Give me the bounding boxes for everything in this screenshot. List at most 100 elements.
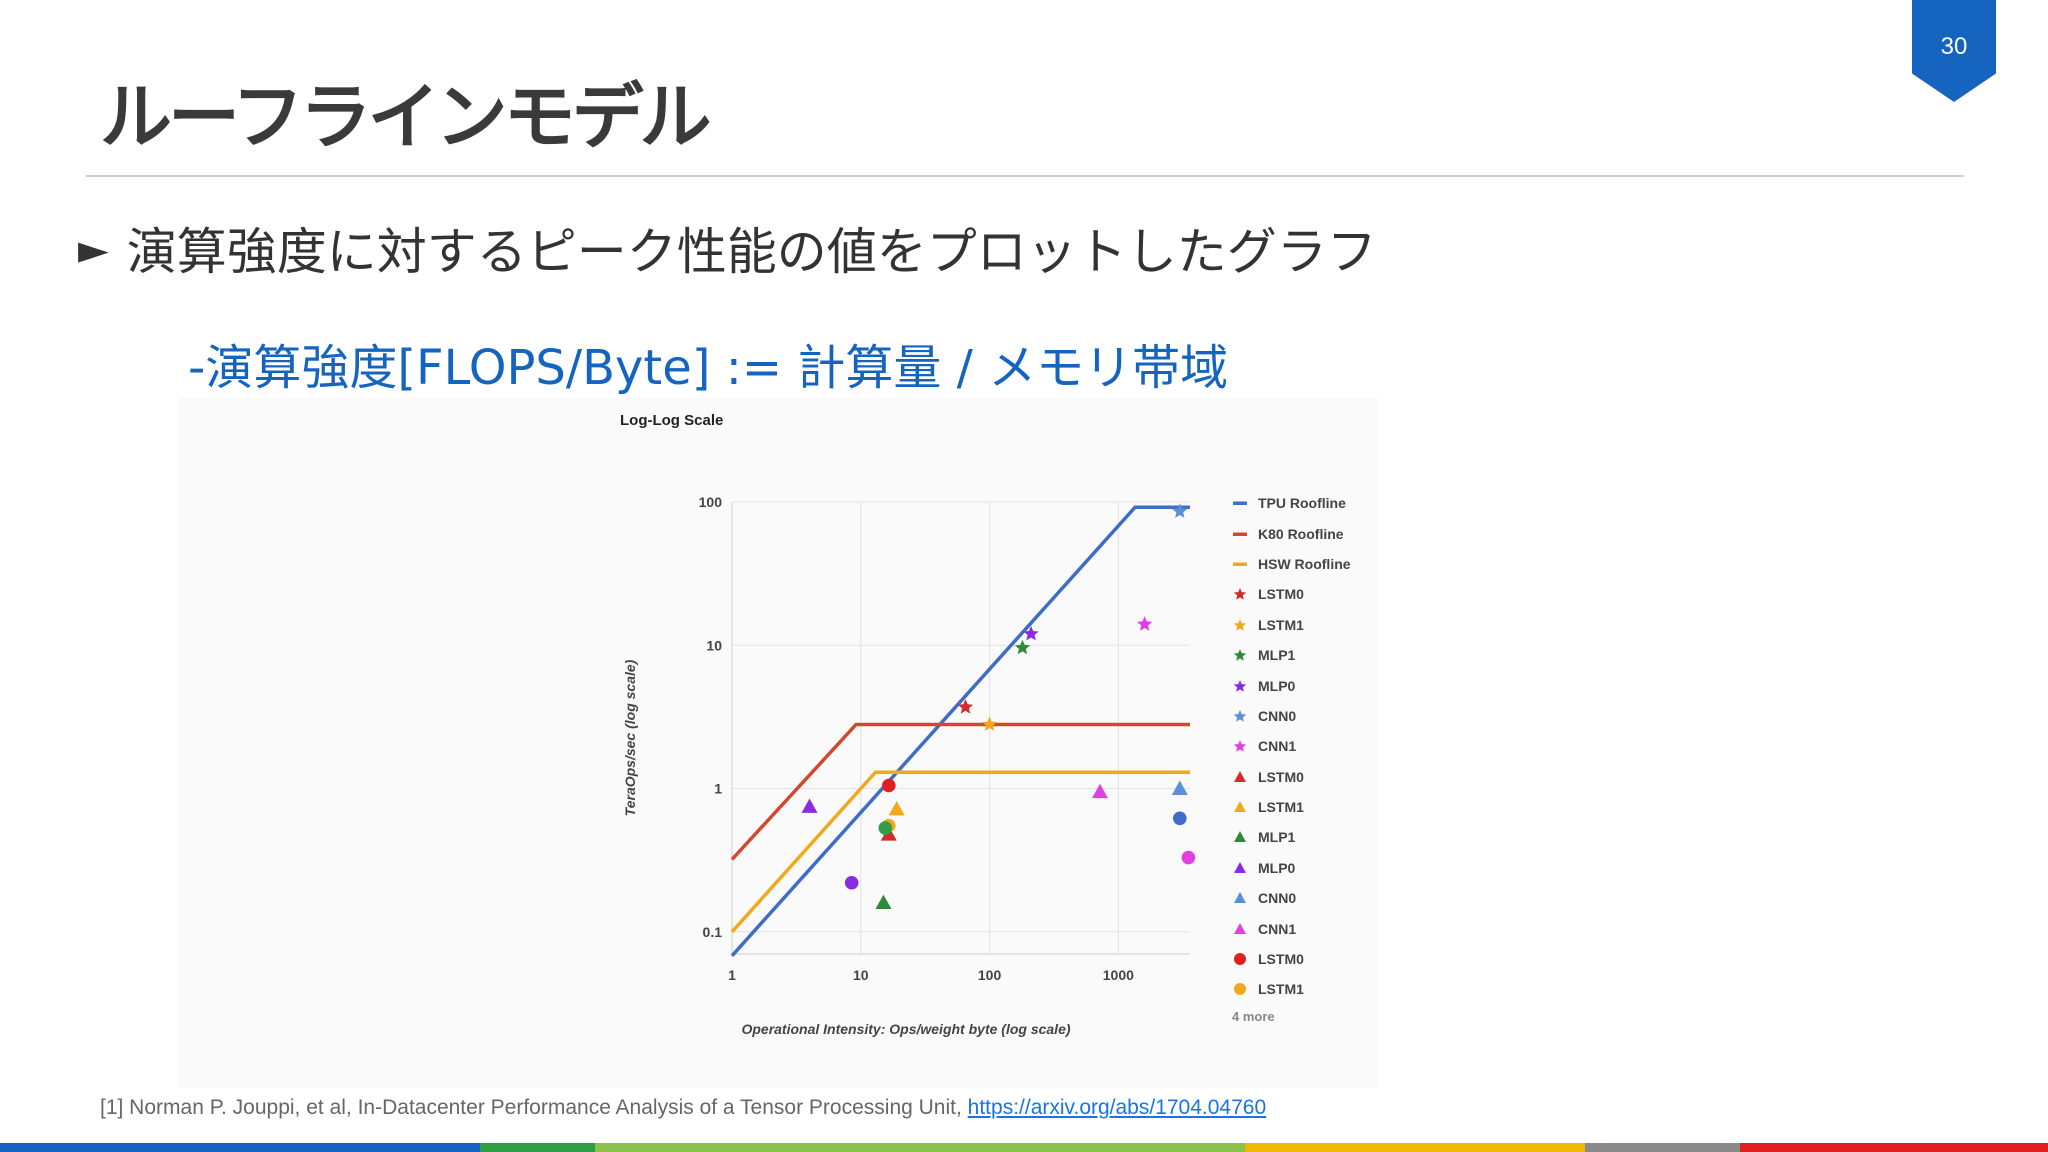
- data-point-cnn0-triangle: [1172, 781, 1188, 795]
- legend-line-icon: [1232, 495, 1248, 511]
- legend-label: MLP1: [1258, 829, 1295, 845]
- legend-triangle-icon: [1232, 799, 1248, 815]
- chart-title: Log-Log Scale: [620, 412, 723, 429]
- x-tick-label: 1000: [1103, 967, 1134, 983]
- legend-item: LSTM0: [1232, 944, 1392, 974]
- legend-item: CNN1: [1232, 913, 1392, 943]
- legend-label: LSTM1: [1258, 617, 1304, 633]
- legend-triangle-icon: [1232, 860, 1248, 876]
- footer-color-segment: [595, 1143, 1245, 1152]
- dash-bullet-icon: -: [188, 340, 205, 396]
- legend-label: CNN1: [1258, 921, 1296, 937]
- legend-label: LSTM0: [1258, 951, 1304, 967]
- roofline-hsw-roofline: [732, 772, 1190, 932]
- legend-circle-icon: [1232, 951, 1248, 967]
- bullet-item: ► 演算強度に対するピーク性能の値をプロットしたグラフ: [78, 212, 1377, 284]
- legend-label: LSTM1: [1258, 981, 1304, 997]
- sub-bullet-text: 演算強度[FLOPS/Byte] := 計算量 / メモリ帯域: [205, 340, 1228, 396]
- legend-label: MLP0: [1258, 678, 1295, 694]
- data-point-extra-circle: [1173, 811, 1187, 825]
- data-point-lstm0-circle: [882, 779, 896, 793]
- data-point-lstm1-triangle: [889, 801, 905, 815]
- legend-label: TPU Roofline: [1258, 495, 1346, 511]
- page-number: 30: [1941, 33, 1968, 60]
- legend-label: LSTM0: [1258, 769, 1304, 785]
- footer-color-segment: [480, 1143, 595, 1152]
- page-number-badge: 30: [1912, 0, 1996, 102]
- legend-line-icon: [1232, 526, 1248, 542]
- legend-item: LSTM1: [1232, 792, 1392, 822]
- legend-item: LSTM1: [1232, 610, 1392, 640]
- footer-color-segment: [1740, 1143, 2048, 1152]
- legend-star-icon: [1232, 617, 1248, 633]
- roofline-tpu-roofline: [732, 507, 1190, 956]
- x-tick-label: 1: [728, 967, 736, 983]
- y-axis-label: TeraOps/sec (log scale): [622, 659, 638, 816]
- legend-star-icon: [1232, 586, 1248, 602]
- legend-label: CNN0: [1258, 890, 1296, 906]
- legend-item: MLP1: [1232, 640, 1392, 670]
- x-axis-label: Operational Intensity: Ops/weight byte (…: [741, 1021, 1070, 1037]
- legend-triangle-icon: [1232, 921, 1248, 937]
- data-point-extra-circle: [845, 876, 859, 890]
- legend-item: MLP0: [1232, 670, 1392, 700]
- legend-label: LSTM1: [1258, 799, 1304, 815]
- x-tick-label: 100: [978, 967, 1002, 983]
- y-tick-label: 10: [706, 637, 722, 653]
- roofline-chart: Log-Log Scale 1 10 100 1000 0.1 1 10 100 Operatio…: [178, 398, 1378, 1088]
- bullet-text: 演算強度に対するピーク性能の値をプロットしたグラフ: [127, 223, 1377, 281]
- legend-triangle-icon: [1232, 829, 1248, 845]
- footer-color-segment: [1585, 1143, 1740, 1152]
- legend-star-icon: [1232, 678, 1248, 694]
- legend-item: MLP1: [1232, 822, 1392, 852]
- legend-star-icon: [1232, 647, 1248, 663]
- legend-item: K80 Roofline: [1232, 518, 1392, 548]
- legend-item: MLP0: [1232, 853, 1392, 883]
- legend-item: LSTM0: [1232, 579, 1392, 609]
- legend-line-icon: [1232, 556, 1248, 572]
- citation: [1] Norman P. Jouppi, et al, In-Datacent…: [100, 1096, 1266, 1120]
- legend-item: TPU Roofline: [1232, 488, 1392, 518]
- data-point-mlp0-triangle: [802, 798, 818, 812]
- y-tick-label: 0.1: [703, 924, 723, 940]
- legend-star-icon: [1232, 738, 1248, 754]
- slide-title: ルーフラインモデル: [100, 58, 708, 163]
- roofline-k80-roofline: [732, 725, 1190, 860]
- legend-item: HSW Roofline: [1232, 549, 1392, 579]
- legend-label: K80 Roofline: [1258, 526, 1344, 542]
- footer-color-bar: [0, 1143, 2048, 1152]
- legend-more-link[interactable]: 4 more: [1232, 1009, 1392, 1024]
- legend-label: CNN1: [1258, 738, 1296, 754]
- chart-legend: TPU Roofline K80 Roofline HSW Roofline LSTM…: [1232, 488, 1392, 1024]
- legend-item: CNN1: [1232, 731, 1392, 761]
- data-point-extra-circle: [878, 821, 892, 835]
- footer-color-segment: [0, 1143, 480, 1152]
- data-point-cnn1-star: [1137, 616, 1152, 631]
- citation-link[interactable]: https://arxiv.org/abs/1704.04760: [968, 1096, 1266, 1119]
- title-divider: [86, 175, 1964, 177]
- chart-canvas: Log-Log Scale 1 10 100 1000 0.1 1 10 100 Operatio…: [178, 398, 1378, 1088]
- legend-item: LSTM0: [1232, 762, 1392, 792]
- y-tick-label: 1: [714, 781, 722, 797]
- legend-label: MLP1: [1258, 647, 1295, 663]
- legend-triangle-icon: [1232, 890, 1248, 906]
- data-point-mlp1-triangle: [875, 895, 891, 909]
- legend-triangle-icon: [1232, 769, 1248, 785]
- legend-label: HSW Roofline: [1258, 556, 1351, 572]
- data-point-mlp1-star: [1015, 640, 1030, 655]
- legend-star-icon: [1232, 708, 1248, 724]
- legend-item: CNN0: [1232, 883, 1392, 913]
- legend-label: MLP0: [1258, 860, 1295, 876]
- legend-circle-icon: [1232, 981, 1248, 997]
- data-point-cnn1-triangle: [1092, 784, 1108, 798]
- triangle-bullet-icon: ►: [78, 227, 109, 273]
- legend-item: LSTM1: [1232, 974, 1392, 1004]
- y-tick-label: 100: [699, 494, 723, 510]
- footer-color-segment: [1245, 1143, 1585, 1152]
- legend-label: CNN0: [1258, 708, 1296, 724]
- legend-item: CNN0: [1232, 701, 1392, 731]
- x-tick-label: 10: [853, 967, 869, 983]
- data-point-extra-circle: [1182, 851, 1196, 865]
- sub-bullet-item: -演算強度[FLOPS/Byte] := 計算量 / メモリ帯域: [188, 328, 1228, 398]
- legend-label: LSTM0: [1258, 586, 1304, 602]
